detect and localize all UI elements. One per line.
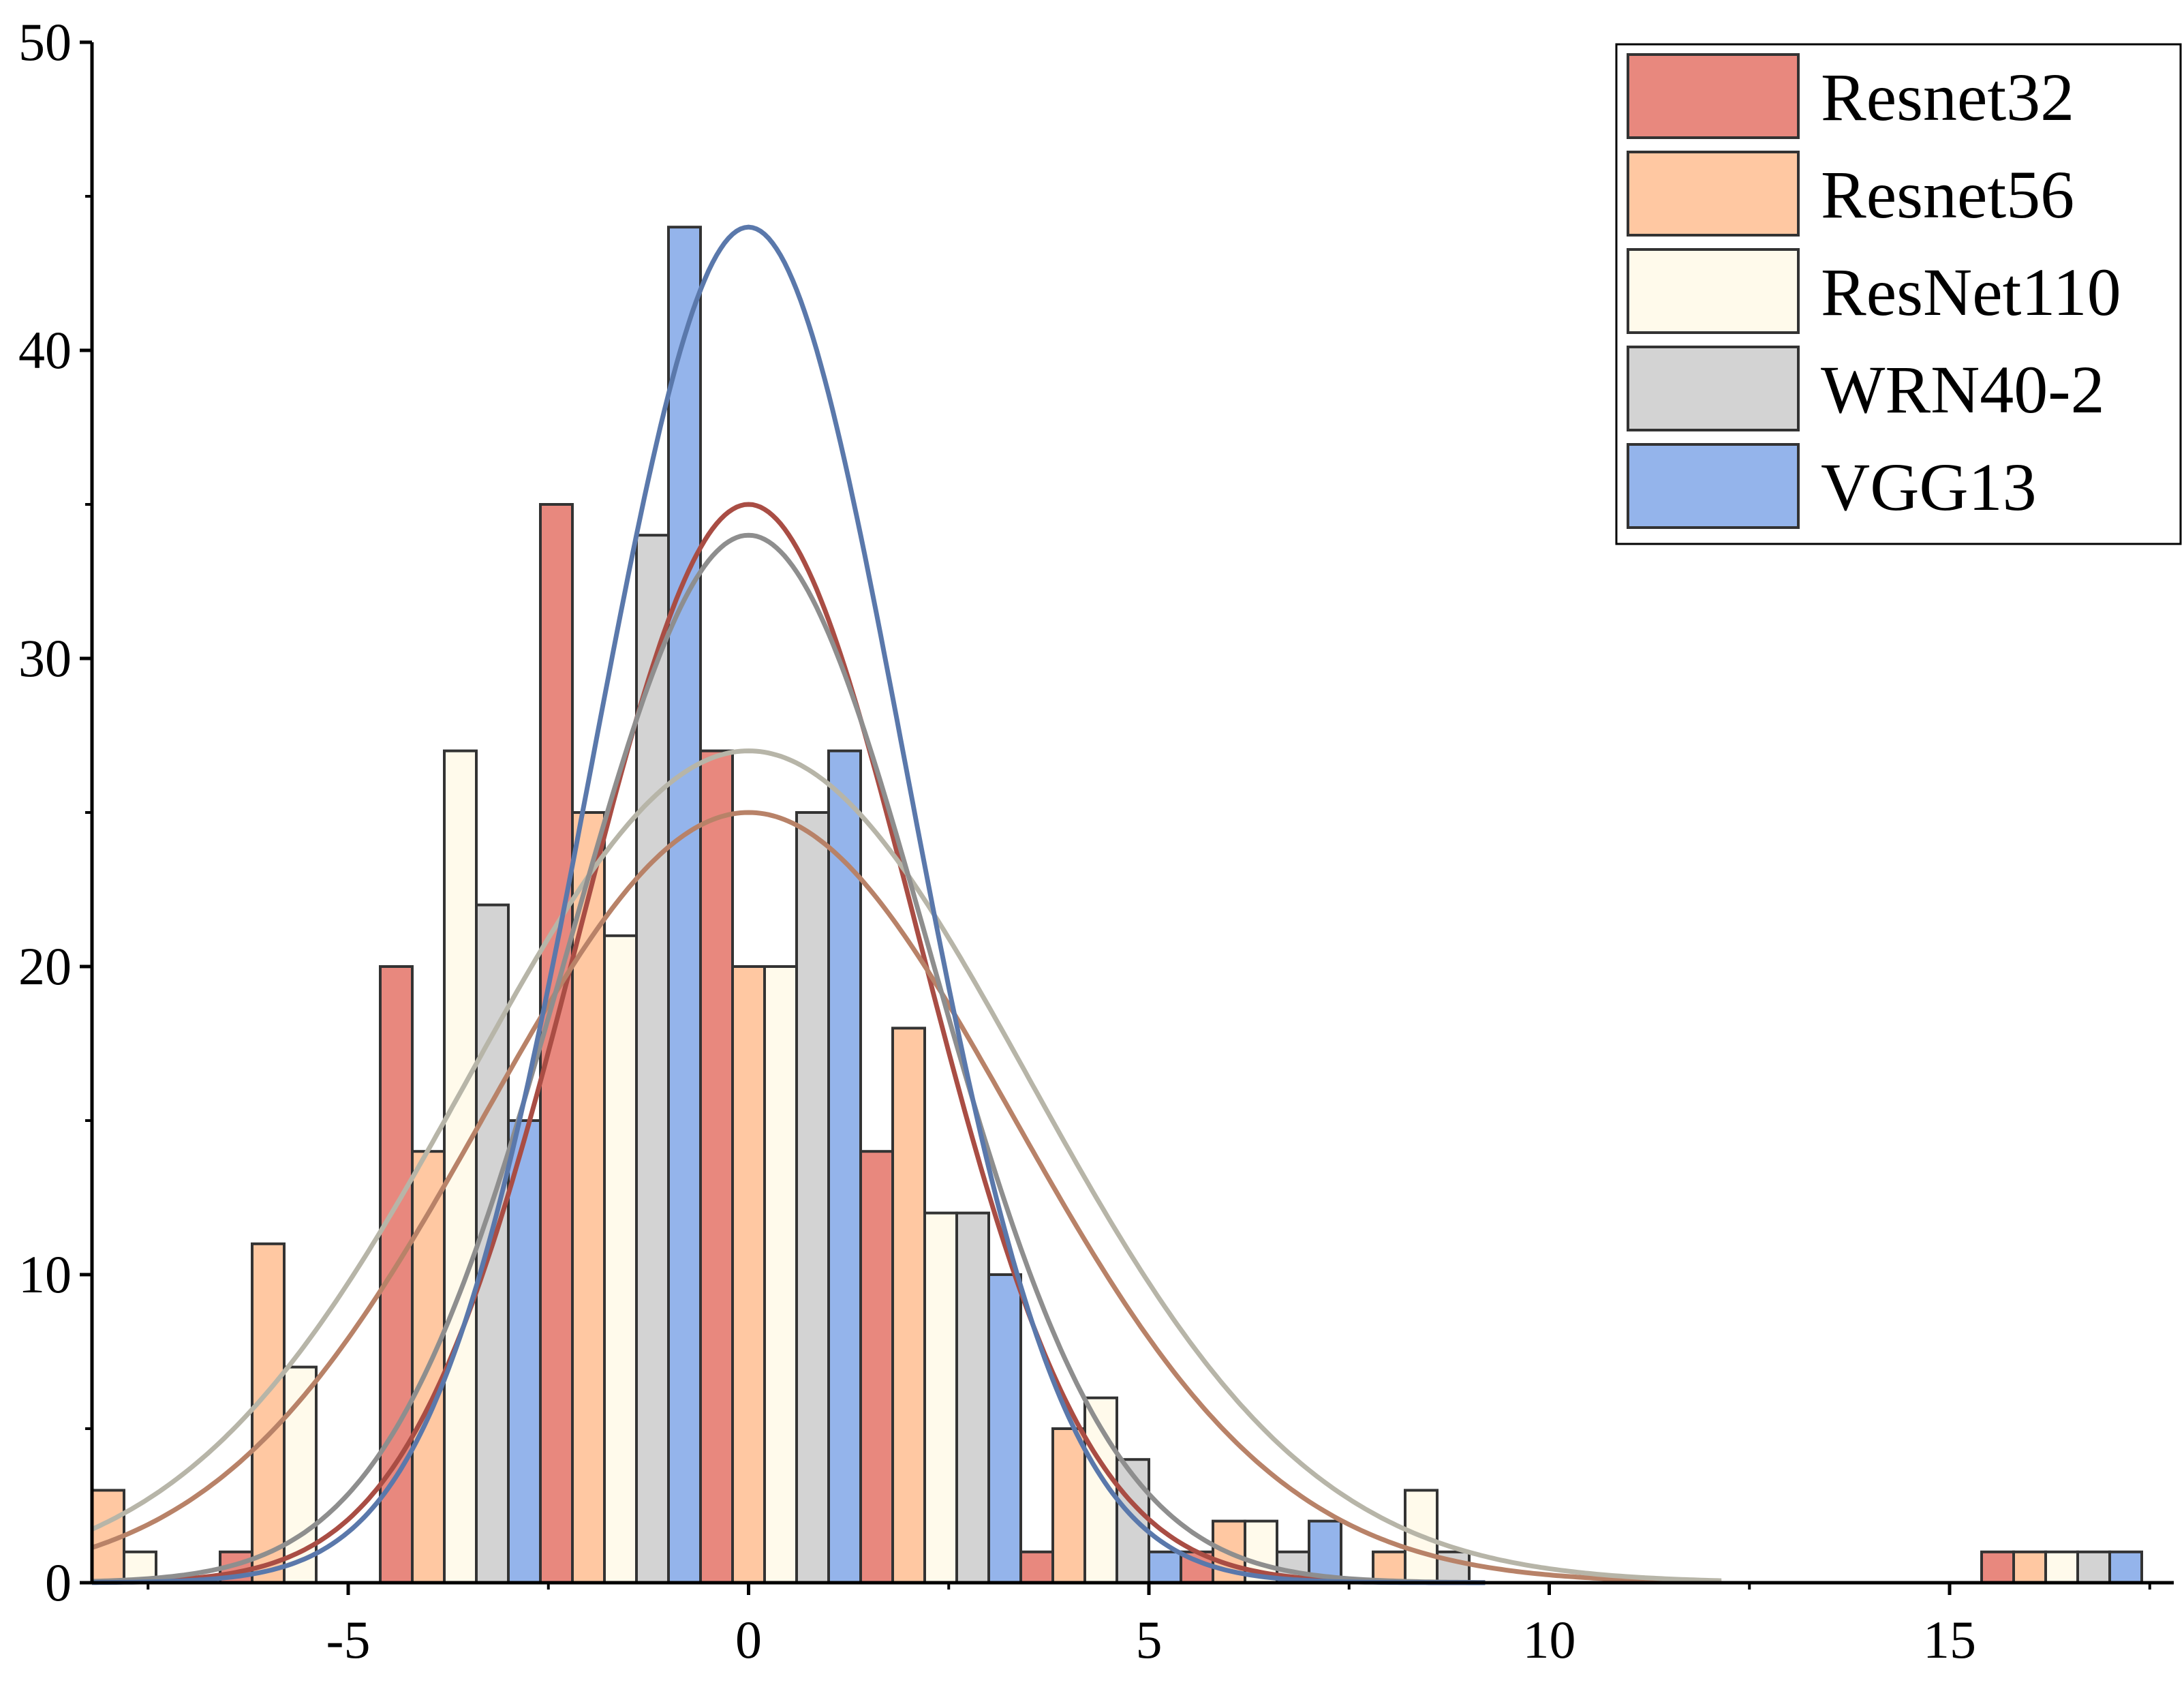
bar-resnet32-4 bbox=[699, 749, 734, 1584]
legend-swatch-wrn40-2 bbox=[1627, 346, 1800, 431]
y-tick-label-10: 10 bbox=[18, 1245, 72, 1304]
bar-resnet32-6 bbox=[1019, 1550, 1054, 1585]
legend-swatch-resnet32 bbox=[1627, 53, 1800, 139]
x-tick-label-5: 5 bbox=[1136, 1610, 1163, 1669]
y-tick-label-0: 0 bbox=[45, 1553, 72, 1612]
bar-vgg13-4 bbox=[827, 749, 862, 1584]
bar-vgg13-3 bbox=[667, 226, 702, 1585]
bar-resnet56-8 bbox=[1372, 1550, 1406, 1585]
fit-curves-layer bbox=[91, 224, 1722, 1585]
bar-resnet32-9 bbox=[1980, 1550, 2015, 1585]
bar-resnet56-5 bbox=[891, 1027, 926, 1584]
y-tick-label-50: 50 bbox=[18, 12, 72, 72]
bar-resnet110-4 bbox=[763, 965, 798, 1584]
x-tick-label-15: 15 bbox=[1923, 1610, 1976, 1669]
legend-label-resnet56: Resnet56 bbox=[1821, 157, 2074, 232]
legend-swatch-resnet110 bbox=[1627, 248, 1800, 334]
bar-wrn40-2-5 bbox=[955, 1211, 990, 1584]
legend-swatch-resnet56 bbox=[1627, 151, 1800, 237]
bar-resnet110-9 bbox=[2044, 1550, 2079, 1585]
bar-vgg13-5 bbox=[987, 1273, 1022, 1584]
legend-swatch-vgg13 bbox=[1627, 443, 1800, 529]
bar-resnet56-4 bbox=[731, 965, 766, 1584]
legend-label-vgg13: VGG13 bbox=[1821, 449, 2037, 525]
bar-vgg13-2 bbox=[507, 1119, 542, 1584]
bar-wrn40-2-9 bbox=[2076, 1550, 2111, 1585]
legend: Resnet32 Resnet56 ResNet110 WRN40-2 VGG13 bbox=[1615, 43, 2182, 545]
legend-label-resnet110: ResNet110 bbox=[1821, 254, 2121, 330]
fit-curve-resnet32 bbox=[92, 502, 1486, 1585]
y-tick-label-30: 30 bbox=[18, 628, 72, 688]
bar-resnet32-5 bbox=[859, 1150, 894, 1584]
fit-curve-resnet56 bbox=[91, 810, 1722, 1585]
bar-resnet110-5 bbox=[923, 1211, 958, 1584]
x-tick-label-0: 0 bbox=[735, 1610, 762, 1669]
bar-vgg13-9 bbox=[2108, 1550, 2143, 1585]
bar-resnet110-2 bbox=[443, 749, 478, 1584]
y-tick-label-40: 40 bbox=[18, 320, 72, 380]
bar-resnet56-9 bbox=[2012, 1550, 2047, 1585]
bar-resnet56-1 bbox=[251, 1242, 286, 1585]
bar-wrn40-2-3 bbox=[635, 534, 670, 1585]
fit-curve-vgg13 bbox=[92, 224, 1486, 1585]
fit-curve-wrn40-2 bbox=[91, 532, 1486, 1585]
bar-resnet110-3 bbox=[603, 934, 638, 1585]
bar-resnet32-3 bbox=[539, 503, 574, 1584]
bar-resnet56-6 bbox=[1051, 1427, 1086, 1584]
x-tick-label--5: -5 bbox=[326, 1610, 371, 1669]
legend-label-wrn40-2: WRN40-2 bbox=[1821, 352, 2105, 427]
axes-layer: 0 10 20 30 40 50 -5 0 5 10 15 bbox=[18, 12, 2174, 1669]
bar-vgg13-6 bbox=[1148, 1550, 1182, 1585]
y-tick-label-20: 20 bbox=[18, 937, 72, 996]
bar-wrn40-2-4 bbox=[795, 811, 830, 1584]
legend-label-resnet32: Resnet32 bbox=[1821, 59, 2074, 135]
x-tick-label-10: 10 bbox=[1523, 1610, 1576, 1669]
